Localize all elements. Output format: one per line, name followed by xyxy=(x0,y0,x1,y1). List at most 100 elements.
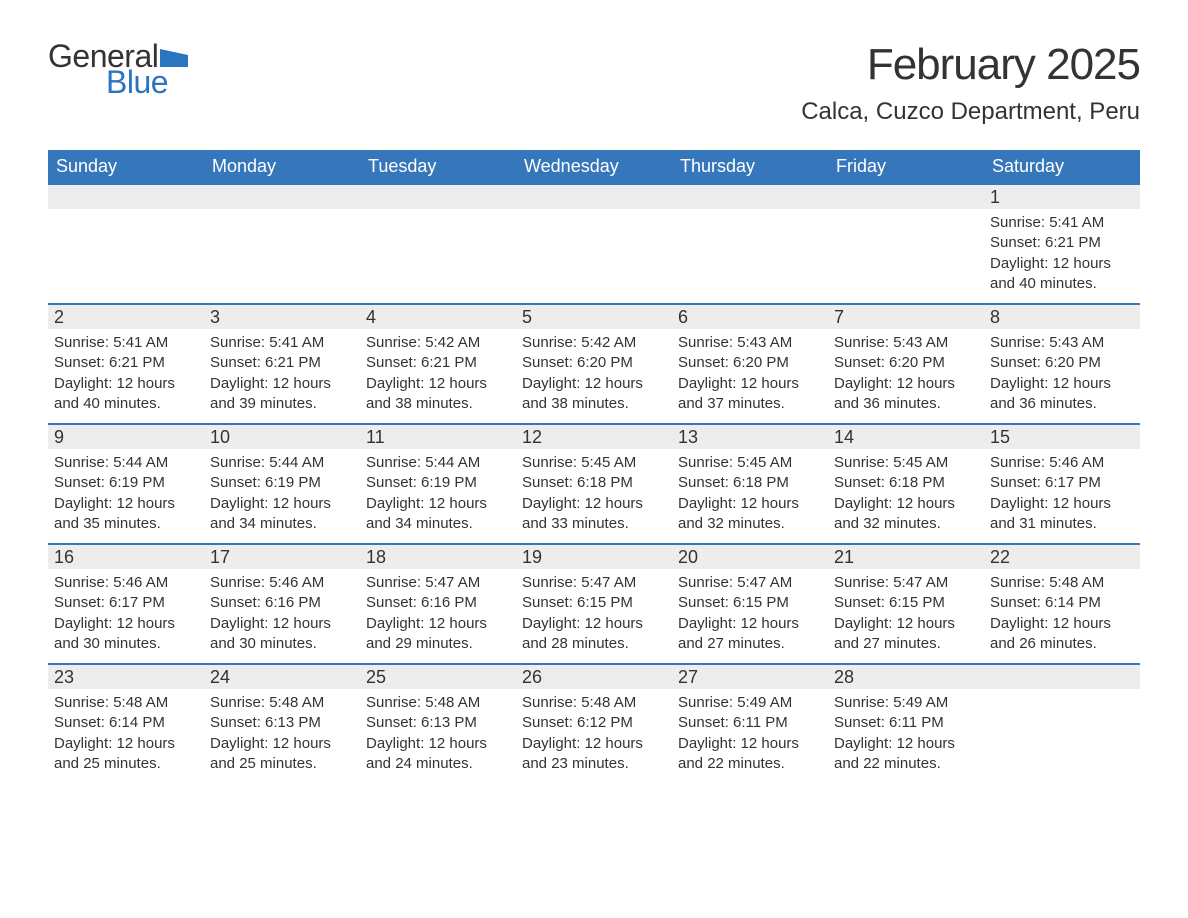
day-body: Sunrise: 5:44 AMSunset: 6:19 PMDaylight:… xyxy=(360,449,516,542)
sunrise-line: Sunrise: 5:45 AM xyxy=(678,453,822,473)
day-body xyxy=(516,209,672,221)
sunset-line: Sunset: 6:20 PM xyxy=(678,353,822,373)
sunset-line: Sunset: 6:11 PM xyxy=(834,713,978,733)
day-number xyxy=(360,185,516,209)
sunset-line: Sunset: 6:19 PM xyxy=(210,473,354,493)
daylight-line: Daylight: 12 hours and 23 minutes. xyxy=(522,734,666,775)
sunrise-line: Sunrise: 5:45 AM xyxy=(522,453,666,473)
sunset-line: Sunset: 6:18 PM xyxy=(834,473,978,493)
sunset-line: Sunset: 6:19 PM xyxy=(54,473,198,493)
sunrise-line: Sunrise: 5:44 AM xyxy=(210,453,354,473)
day-number: 13 xyxy=(672,425,828,449)
day-number: 4 xyxy=(360,305,516,329)
day-body: Sunrise: 5:42 AMSunset: 6:21 PMDaylight:… xyxy=(360,329,516,422)
day-cell: 10Sunrise: 5:44 AMSunset: 6:19 PMDayligh… xyxy=(204,425,360,543)
sunrise-line: Sunrise: 5:49 AM xyxy=(678,693,822,713)
daylight-line: Daylight: 12 hours and 34 minutes. xyxy=(210,494,354,535)
daylight-line: Daylight: 12 hours and 26 minutes. xyxy=(990,614,1134,655)
day-body: Sunrise: 5:49 AMSunset: 6:11 PMDaylight:… xyxy=(672,689,828,782)
sunset-line: Sunset: 6:19 PM xyxy=(366,473,510,493)
day-body: Sunrise: 5:44 AMSunset: 6:19 PMDaylight:… xyxy=(204,449,360,542)
day-cell: 7Sunrise: 5:43 AMSunset: 6:20 PMDaylight… xyxy=(828,305,984,423)
day-body: Sunrise: 5:45 AMSunset: 6:18 PMDaylight:… xyxy=(672,449,828,542)
day-number: 3 xyxy=(204,305,360,329)
sunset-line: Sunset: 6:11 PM xyxy=(678,713,822,733)
sunrise-line: Sunrise: 5:48 AM xyxy=(54,693,198,713)
daylight-line: Daylight: 12 hours and 22 minutes. xyxy=(678,734,822,775)
day-body: Sunrise: 5:43 AMSunset: 6:20 PMDaylight:… xyxy=(984,329,1140,422)
sunset-line: Sunset: 6:16 PM xyxy=(210,593,354,613)
day-cell: 24Sunrise: 5:48 AMSunset: 6:13 PMDayligh… xyxy=(204,665,360,783)
daylight-line: Daylight: 12 hours and 29 minutes. xyxy=(366,614,510,655)
day-body: Sunrise: 5:46 AMSunset: 6:17 PMDaylight:… xyxy=(48,569,204,662)
sunset-line: Sunset: 6:20 PM xyxy=(522,353,666,373)
sunrise-line: Sunrise: 5:48 AM xyxy=(522,693,666,713)
day-body: Sunrise: 5:42 AMSunset: 6:20 PMDaylight:… xyxy=(516,329,672,422)
sunrise-line: Sunrise: 5:46 AM xyxy=(210,573,354,593)
weekday-header: Monday xyxy=(204,150,360,183)
week-row: 1Sunrise: 5:41 AMSunset: 6:21 PMDaylight… xyxy=(48,183,1140,303)
week-row: 9Sunrise: 5:44 AMSunset: 6:19 PMDaylight… xyxy=(48,423,1140,543)
day-cell: 9Sunrise: 5:44 AMSunset: 6:19 PMDaylight… xyxy=(48,425,204,543)
daylight-line: Daylight: 12 hours and 24 minutes. xyxy=(366,734,510,775)
day-cell-empty xyxy=(828,185,984,303)
sunset-line: Sunset: 6:20 PM xyxy=(990,353,1134,373)
sunset-line: Sunset: 6:15 PM xyxy=(522,593,666,613)
day-cell: 6Sunrise: 5:43 AMSunset: 6:20 PMDaylight… xyxy=(672,305,828,423)
brand-logo: General Blue xyxy=(48,40,188,98)
location-subtitle: Calca, Cuzco Department, Peru xyxy=(801,98,1140,126)
daylight-line: Daylight: 12 hours and 30 minutes. xyxy=(54,614,198,655)
daylight-line: Daylight: 12 hours and 25 minutes. xyxy=(54,734,198,775)
daylight-line: Daylight: 12 hours and 32 minutes. xyxy=(678,494,822,535)
day-cell: 4Sunrise: 5:42 AMSunset: 6:21 PMDaylight… xyxy=(360,305,516,423)
weekday-header: Wednesday xyxy=(516,150,672,183)
sunrise-line: Sunrise: 5:42 AM xyxy=(522,333,666,353)
day-number: 24 xyxy=(204,665,360,689)
daylight-line: Daylight: 12 hours and 25 minutes. xyxy=(210,734,354,775)
day-cell: 2Sunrise: 5:41 AMSunset: 6:21 PMDaylight… xyxy=(48,305,204,423)
day-cell: 27Sunrise: 5:49 AMSunset: 6:11 PMDayligh… xyxy=(672,665,828,783)
daylight-line: Daylight: 12 hours and 34 minutes. xyxy=(366,494,510,535)
sunrise-line: Sunrise: 5:43 AM xyxy=(990,333,1134,353)
day-number: 16 xyxy=(48,545,204,569)
day-cell: 28Sunrise: 5:49 AMSunset: 6:11 PMDayligh… xyxy=(828,665,984,783)
day-cell: 15Sunrise: 5:46 AMSunset: 6:17 PMDayligh… xyxy=(984,425,1140,543)
day-number: 9 xyxy=(48,425,204,449)
day-cell: 21Sunrise: 5:47 AMSunset: 6:15 PMDayligh… xyxy=(828,545,984,663)
day-number: 27 xyxy=(672,665,828,689)
sunrise-line: Sunrise: 5:49 AM xyxy=(834,693,978,713)
day-body: Sunrise: 5:45 AMSunset: 6:18 PMDaylight:… xyxy=(516,449,672,542)
day-body: Sunrise: 5:48 AMSunset: 6:13 PMDaylight:… xyxy=(204,689,360,782)
calendar: SundayMondayTuesdayWednesdayThursdayFrid… xyxy=(48,150,1140,783)
day-number xyxy=(204,185,360,209)
day-body: Sunrise: 5:47 AMSunset: 6:15 PMDaylight:… xyxy=(672,569,828,662)
day-cell: 25Sunrise: 5:48 AMSunset: 6:13 PMDayligh… xyxy=(360,665,516,783)
day-body xyxy=(984,689,1140,701)
day-body: Sunrise: 5:47 AMSunset: 6:16 PMDaylight:… xyxy=(360,569,516,662)
day-number: 20 xyxy=(672,545,828,569)
sunset-line: Sunset: 6:17 PM xyxy=(990,473,1134,493)
day-body: Sunrise: 5:44 AMSunset: 6:19 PMDaylight:… xyxy=(48,449,204,542)
day-number: 12 xyxy=(516,425,672,449)
daylight-line: Daylight: 12 hours and 40 minutes. xyxy=(990,254,1134,295)
sunset-line: Sunset: 6:18 PM xyxy=(522,473,666,493)
sunset-line: Sunset: 6:21 PM xyxy=(990,233,1134,253)
day-number: 11 xyxy=(360,425,516,449)
day-number: 22 xyxy=(984,545,1140,569)
brand-word2: Blue xyxy=(106,66,188,98)
sunrise-line: Sunrise: 5:48 AM xyxy=(366,693,510,713)
day-number: 7 xyxy=(828,305,984,329)
title-block: February 2025 Calca, Cuzco Department, P… xyxy=(801,40,1140,126)
day-cell: 11Sunrise: 5:44 AMSunset: 6:19 PMDayligh… xyxy=(360,425,516,543)
daylight-line: Daylight: 12 hours and 39 minutes. xyxy=(210,374,354,415)
day-cell: 16Sunrise: 5:46 AMSunset: 6:17 PMDayligh… xyxy=(48,545,204,663)
daylight-line: Daylight: 12 hours and 36 minutes. xyxy=(990,374,1134,415)
day-number: 6 xyxy=(672,305,828,329)
sunset-line: Sunset: 6:14 PM xyxy=(990,593,1134,613)
sunset-line: Sunset: 6:14 PM xyxy=(54,713,198,733)
day-cell: 19Sunrise: 5:47 AMSunset: 6:15 PMDayligh… xyxy=(516,545,672,663)
sunset-line: Sunset: 6:15 PM xyxy=(834,593,978,613)
day-number: 17 xyxy=(204,545,360,569)
day-cell: 22Sunrise: 5:48 AMSunset: 6:14 PMDayligh… xyxy=(984,545,1140,663)
sunrise-line: Sunrise: 5:44 AM xyxy=(366,453,510,473)
